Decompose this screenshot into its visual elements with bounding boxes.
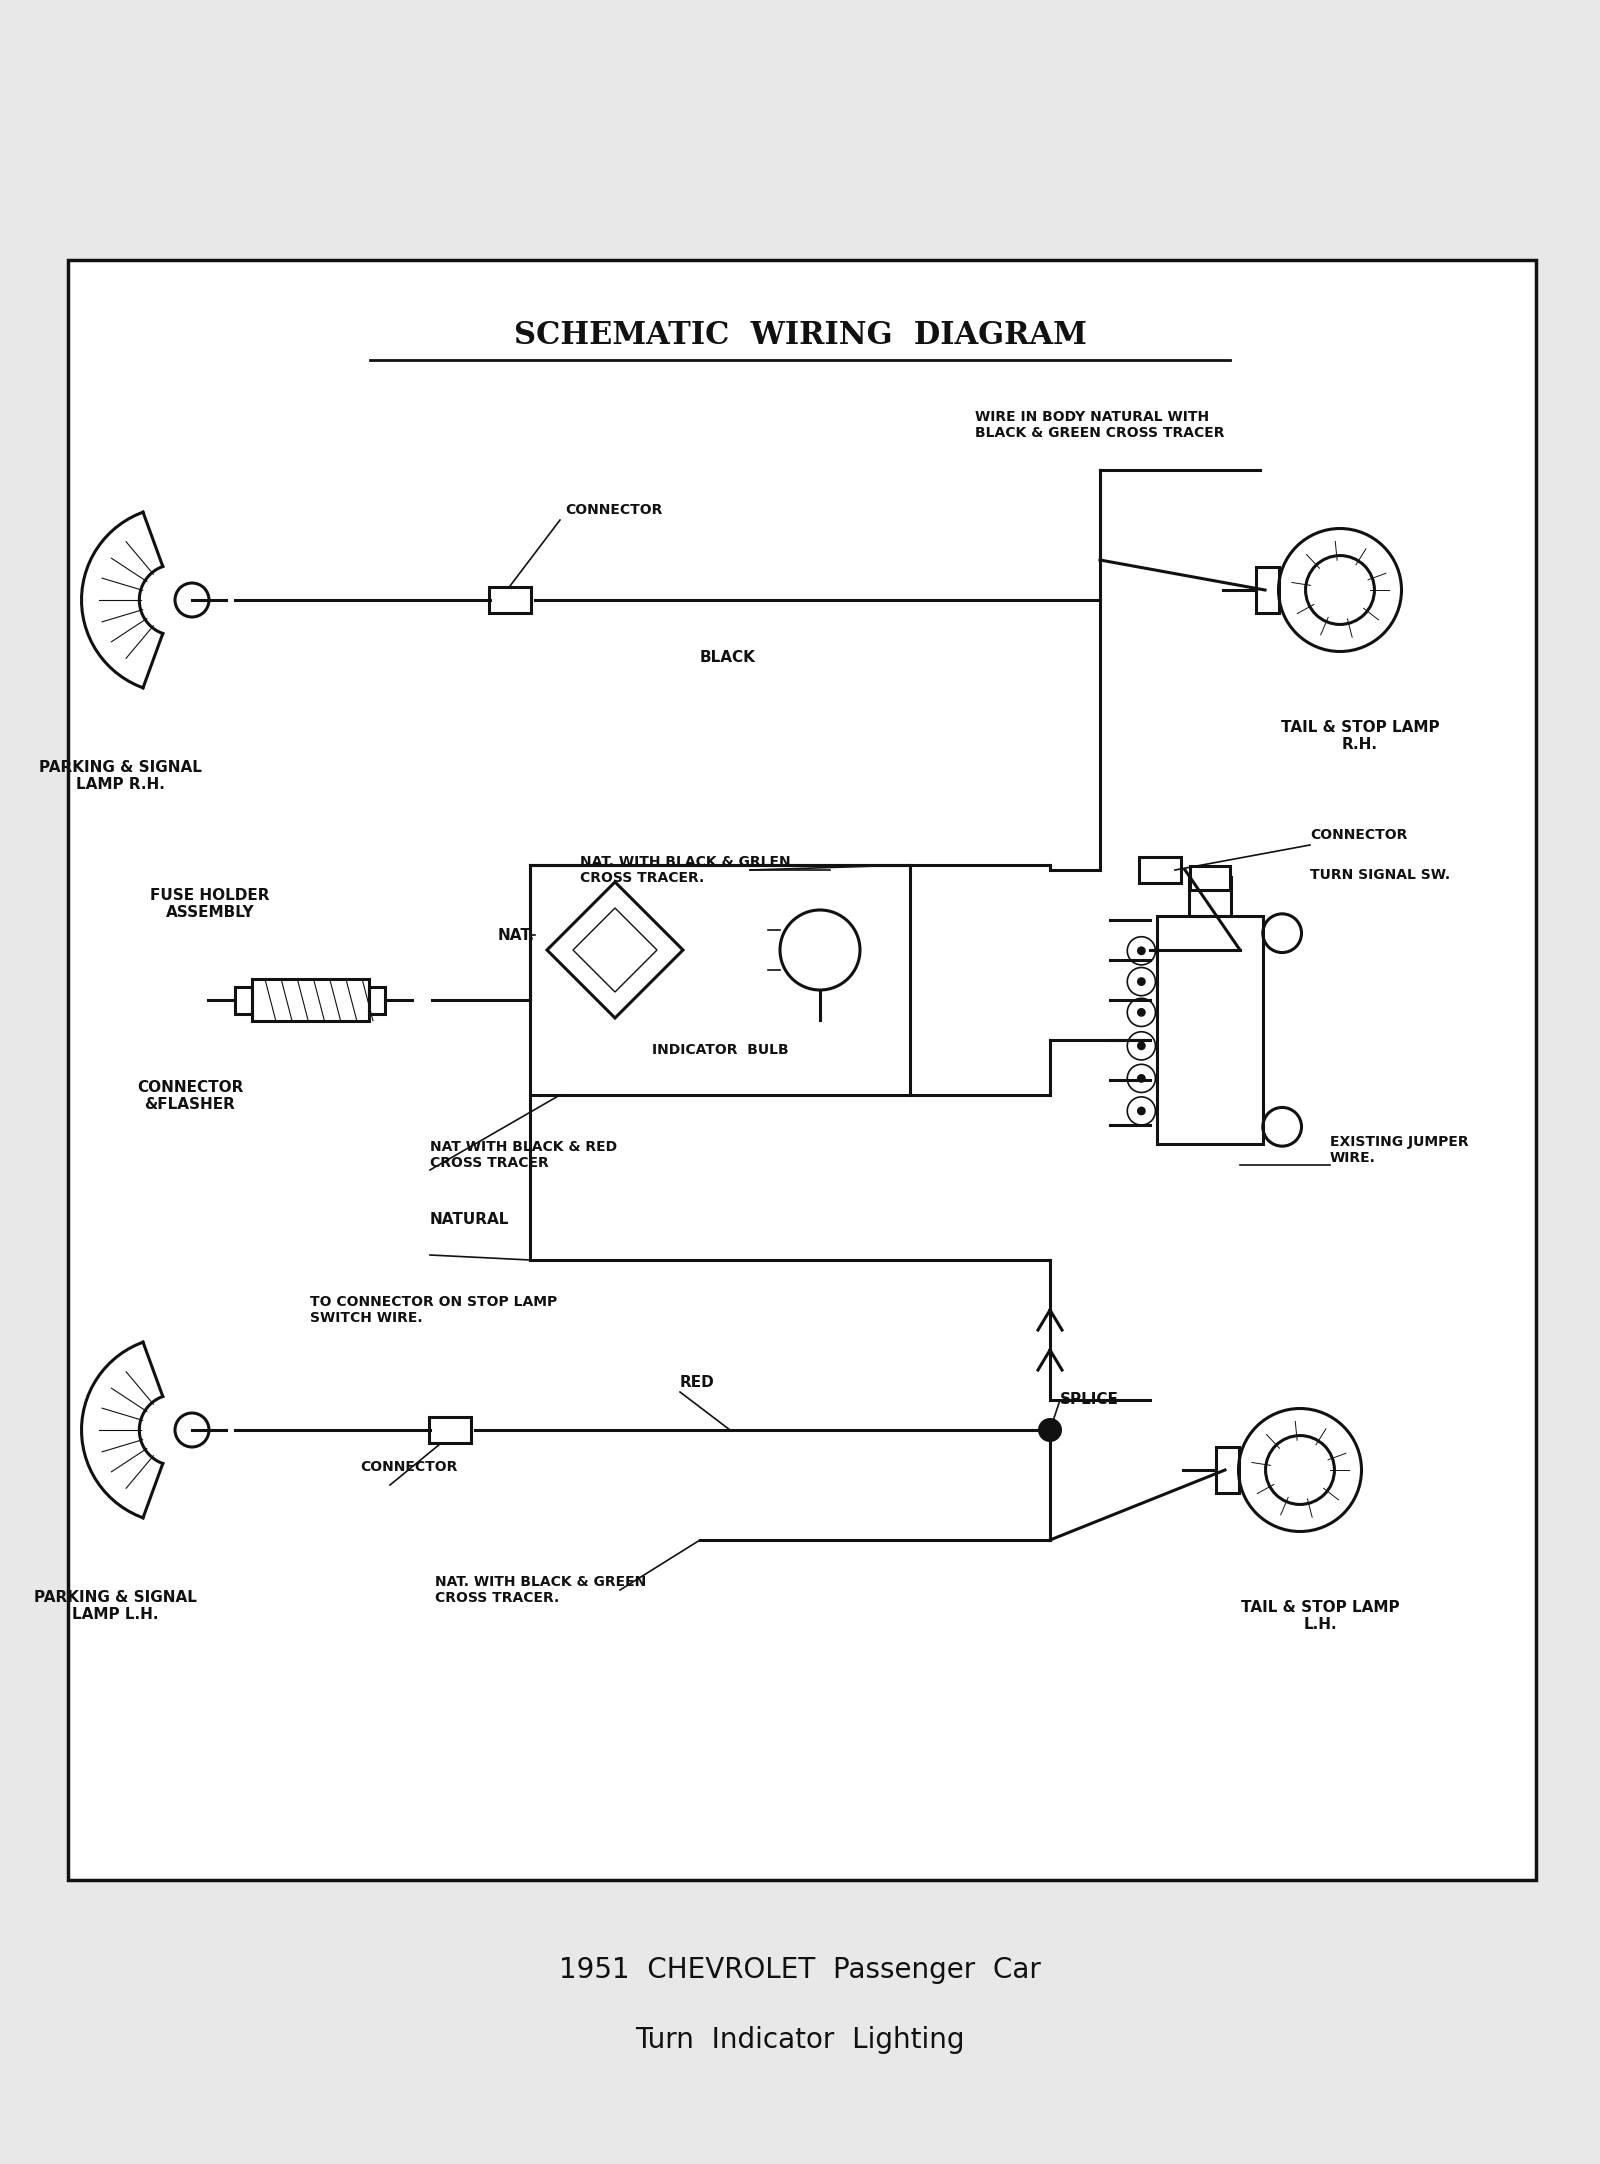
Text: CONNECTOR: CONNECTOR (360, 1461, 458, 1474)
Text: NAT. WITH BLACK & GRLEN
CROSS TRACER.: NAT. WITH BLACK & GRLEN CROSS TRACER. (579, 855, 790, 885)
Circle shape (1138, 1008, 1146, 1017)
Text: TO CONNECTOR ON STOP LAMP
SWITCH WIRE.: TO CONNECTOR ON STOP LAMP SWITCH WIRE. (310, 1294, 557, 1324)
Text: WIRE IN BODY NATURAL WITH
BLACK & GREEN CROSS TRACER: WIRE IN BODY NATURAL WITH BLACK & GREEN … (974, 409, 1224, 439)
Text: BLACK: BLACK (701, 649, 755, 664)
Bar (235, 987, 251, 1013)
Bar (490, 586, 531, 612)
Text: NAT WITH BLACK & RED
CROSS TRACER: NAT WITH BLACK & RED CROSS TRACER (430, 1140, 618, 1171)
Text: PARKING & SIGNAL
LAMP R.H.: PARKING & SIGNAL LAMP R.H. (38, 760, 202, 792)
Text: EXISTING JUMPER
WIRE.: EXISTING JUMPER WIRE. (1330, 1134, 1469, 1164)
Text: Turn  Indicator  Lighting: Turn Indicator Lighting (635, 2026, 965, 2054)
Bar (1189, 876, 1230, 915)
Circle shape (1138, 1073, 1146, 1082)
Text: CONNECTOR: CONNECTOR (1310, 829, 1408, 842)
Bar (368, 987, 384, 1013)
Text: PARKING & SIGNAL
LAMP L.H.: PARKING & SIGNAL LAMP L.H. (34, 1591, 197, 1623)
Bar (1139, 857, 1181, 883)
Bar (530, 866, 910, 1095)
Text: CONNECTOR: CONNECTOR (565, 502, 662, 517)
Text: SCHEMATIC  WIRING  DIAGRAM: SCHEMATIC WIRING DIAGRAM (514, 320, 1086, 351)
Circle shape (1138, 1041, 1146, 1050)
Bar (1157, 915, 1262, 1145)
Circle shape (1038, 1417, 1062, 1441)
Bar (429, 1417, 470, 1443)
Text: NAT.: NAT. (498, 928, 534, 944)
Text: TURN SIGNAL SW.: TURN SIGNAL SW. (1310, 868, 1450, 883)
Bar (1216, 1448, 1238, 1493)
Text: FUSE HOLDER
ASSEMBLY: FUSE HOLDER ASSEMBLY (150, 887, 270, 920)
Text: NATURAL: NATURAL (430, 1212, 509, 1227)
Circle shape (1138, 978, 1146, 987)
Text: TAIL & STOP LAMP
L.H.: TAIL & STOP LAMP L.H. (1240, 1599, 1400, 1632)
Text: SPLICE: SPLICE (1059, 1391, 1118, 1407)
Bar (67, 260, 1536, 1881)
Bar (251, 980, 368, 1021)
Bar (1190, 866, 1229, 889)
Text: 1951  CHEVROLET  Passenger  Car: 1951 CHEVROLET Passenger Car (558, 1956, 1042, 1984)
Text: TAIL & STOP LAMP
R.H.: TAIL & STOP LAMP R.H. (1280, 721, 1440, 753)
Text: CONNECTOR
&FLASHER: CONNECTOR &FLASHER (138, 1080, 243, 1112)
Text: NAT. WITH BLACK & GREEN
CROSS TRACER.: NAT. WITH BLACK & GREEN CROSS TRACER. (435, 1575, 646, 1606)
Circle shape (1138, 946, 1146, 954)
Bar (1256, 567, 1278, 612)
Text: INDICATOR  BULB: INDICATOR BULB (651, 1043, 789, 1056)
Circle shape (1138, 1106, 1146, 1114)
Text: RED: RED (680, 1374, 715, 1389)
